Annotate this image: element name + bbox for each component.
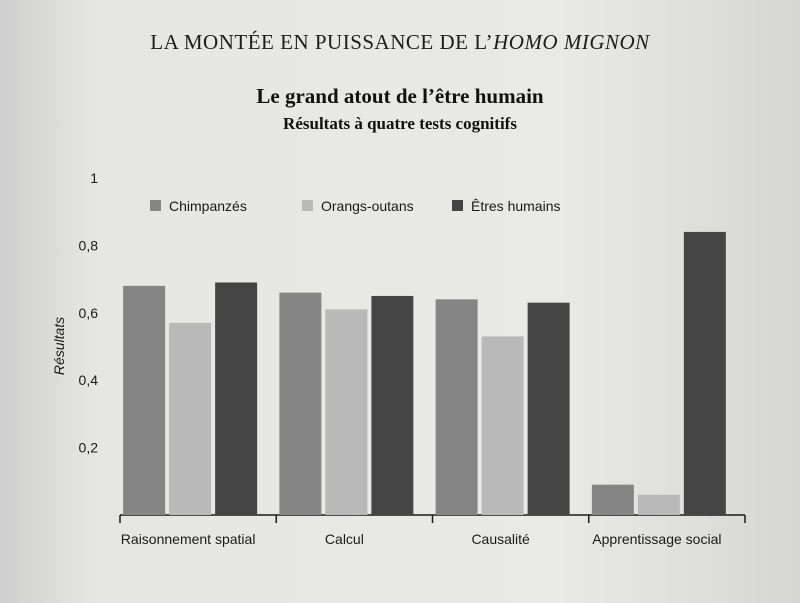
legend-label: Êtres humains xyxy=(471,198,560,214)
bar xyxy=(371,295,414,515)
legend-swatch xyxy=(302,200,313,211)
bar xyxy=(435,299,478,515)
legend-label: Orangs-outans xyxy=(321,198,414,214)
legend-swatch xyxy=(452,200,463,211)
y-tick-label: 1 xyxy=(90,170,98,186)
bar xyxy=(169,322,212,515)
chart-subtitle: Résultats à quatre tests cognitifs xyxy=(283,114,517,133)
bar xyxy=(215,282,258,515)
x-tick-label: Raisonnement spatial xyxy=(121,531,256,547)
bar xyxy=(637,494,680,515)
bar xyxy=(591,484,634,515)
y-axis-label: Résultats xyxy=(51,317,67,375)
x-tick-label: Calcul xyxy=(325,531,364,547)
bar xyxy=(683,231,726,516)
y-tick-label: 0,4 xyxy=(79,372,99,388)
bar xyxy=(123,285,166,515)
running-head-italic: HOMO MIGNON xyxy=(493,30,650,54)
y-tick-label: 0,2 xyxy=(79,440,99,456)
running-head-main: LA MONTÉE EN PUISSANCE DE L’ xyxy=(150,30,494,54)
bar xyxy=(279,292,322,515)
chart-title: Le grand atout de l’être humain xyxy=(256,84,544,108)
legend-label: Chimpanzés xyxy=(169,198,247,214)
legend-swatch xyxy=(150,200,161,211)
running-head: LA MONTÉE EN PUISSANCE DE L’HOMO MIGNON xyxy=(0,30,800,55)
x-tick-label: Apprentissage social xyxy=(592,531,721,547)
x-tick-label: Causalité xyxy=(471,531,530,547)
bar xyxy=(481,336,524,515)
y-tick-label: 0,8 xyxy=(79,237,99,253)
y-tick-label: 0,6 xyxy=(79,305,99,321)
bar xyxy=(527,302,570,515)
bar xyxy=(325,309,368,515)
